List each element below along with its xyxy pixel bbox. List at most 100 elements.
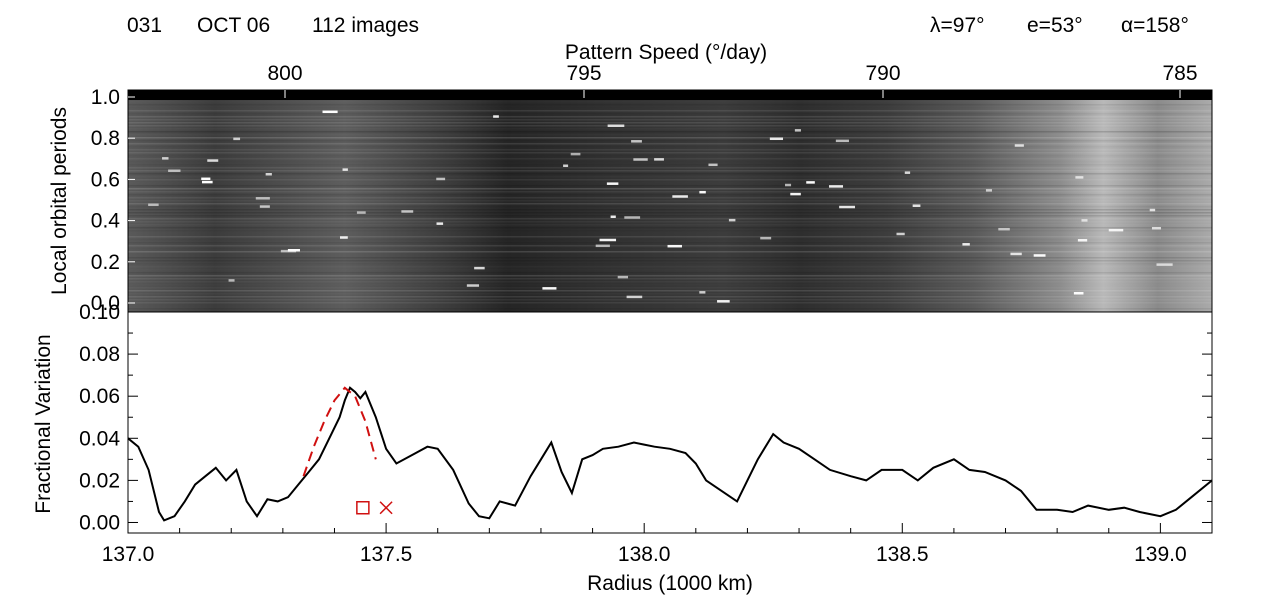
lineplot-ytick-label: 0.10: [79, 301, 120, 324]
heatmap-speck: [474, 266, 485, 270]
heatmap-streak: [128, 266, 1212, 268]
heatmap-streak: [128, 155, 1212, 157]
heatmap-streak: [128, 116, 1212, 118]
heatmap-speck: [985, 189, 992, 192]
heatmap-streak: [128, 305, 1212, 307]
heatmap-streak: [128, 113, 1212, 115]
heatmap-streak: [128, 170, 1212, 172]
heatmap-streak: [128, 281, 1212, 283]
heatmap-speck: [962, 243, 970, 246]
heatmap-streak: [128, 161, 1212, 163]
lineplot-frame: [127, 311, 1213, 534]
header-orbit: 031: [127, 14, 163, 37]
heatmap-streak: [128, 200, 1212, 202]
heatmap-speck: [202, 180, 213, 184]
heatmap-streak: [128, 239, 1212, 241]
heatmap-streak: [128, 119, 1212, 121]
heatmap-speck: [631, 140, 642, 143]
heatmap-speck: [162, 157, 169, 160]
lineplot-y-axis-title: Fractional Variation: [32, 334, 55, 513]
heatmap-speck: [466, 284, 480, 287]
heatmap-speck: [168, 169, 181, 172]
heatmap-streak: [128, 182, 1212, 184]
pattern-speed-tick-label: 795: [566, 62, 601, 85]
heatmap-speck: [667, 244, 682, 248]
heatmap-speck: [672, 195, 688, 198]
heatmap-streak: [128, 218, 1212, 220]
heatmap-speck: [626, 295, 643, 299]
heatmap-speck: [717, 300, 730, 303]
heatmap-speck: [839, 205, 856, 209]
heatmap-streak: [128, 296, 1212, 298]
heatmap-speck: [1108, 228, 1124, 232]
heatmap-streak: [128, 107, 1212, 109]
heatmap-speck: [148, 203, 159, 207]
heatmap-speck: [806, 181, 815, 184]
heatmap-top-band: [128, 90, 1212, 100]
heatmap-speck: [207, 159, 219, 162]
heatmap-streak: [128, 299, 1212, 301]
pattern-speed-axis-title: Pattern Speed (°/day): [565, 41, 767, 64]
cross-marker: [379, 501, 393, 515]
heatmap-speck: [790, 192, 801, 196]
heatmap-streak: [128, 209, 1212, 211]
heatmap-streak: [128, 212, 1212, 214]
heatmap-speck: [599, 238, 617, 242]
heatmap-streak: [128, 173, 1212, 175]
heatmap-ytick-label: 1.0: [91, 86, 120, 109]
heatmap-streak: [128, 164, 1212, 166]
heatmap-streak: [128, 191, 1212, 193]
heatmap-speck: [342, 168, 348, 171]
lineplot-xtick-label: 138.5: [876, 543, 929, 566]
heatmap-speck: [728, 218, 736, 222]
heatmap-streak: [128, 302, 1212, 304]
header-emission: e=53°: [1027, 14, 1083, 37]
heatmap-speck: [1151, 226, 1161, 230]
heatmap-speck: [201, 177, 211, 181]
heatmap-image: [128, 90, 1212, 312]
heatmap-ytick-label: 0.2: [91, 251, 120, 274]
heatmap-streak: [128, 224, 1212, 226]
heatmap-speck: [233, 137, 241, 141]
heatmap-speck: [570, 152, 581, 156]
heatmap-speck: [785, 183, 792, 187]
heatmap-streak: [128, 104, 1212, 106]
heatmap-speck: [1010, 252, 1022, 256]
heatmap-streak: [128, 131, 1212, 133]
heatmap-streak: [128, 185, 1212, 187]
heatmap-speck: [339, 236, 348, 239]
heatmap-speck: [287, 248, 300, 252]
heatmap-speck: [912, 204, 921, 207]
heatmap-speck: [493, 115, 499, 118]
heatmap-speck: [265, 173, 272, 176]
heatmap-streak: [128, 197, 1212, 199]
heatmap-streak: [128, 233, 1212, 235]
heatmap-speck: [699, 190, 706, 194]
heatmap-streak: [128, 167, 1212, 169]
heatmap-speck: [595, 244, 610, 248]
heatmap-speck: [1033, 254, 1046, 257]
header-lambda: λ=97°: [930, 14, 985, 37]
lineplot-x-axis-title: Radius (1000 km): [587, 572, 753, 595]
heatmap-streak: [128, 251, 1212, 253]
heatmap-speck: [255, 197, 270, 200]
heatmap-speck: [356, 211, 366, 214]
heatmap-streak: [128, 215, 1212, 217]
heatmap-streak: [128, 254, 1212, 256]
heatmap-speck: [436, 222, 444, 225]
heatmap-streak: [128, 263, 1212, 265]
heatmap-streak: [128, 158, 1212, 160]
heatmap-speck: [633, 158, 648, 161]
heatmap-streak: [128, 146, 1212, 148]
heatmap-streak: [128, 275, 1212, 277]
pattern-speed-tick-label: 800: [267, 62, 302, 85]
heatmap-speck: [998, 227, 1010, 231]
heatmap-speck: [228, 279, 235, 282]
lineplot-ytick-label: 0.06: [79, 385, 120, 408]
heatmap-streak: [128, 272, 1212, 274]
heatmap-streak: [128, 287, 1212, 289]
heatmap-speck: [436, 177, 446, 181]
heatmap-streak: [128, 140, 1212, 142]
heatmap-speck: [699, 291, 706, 294]
